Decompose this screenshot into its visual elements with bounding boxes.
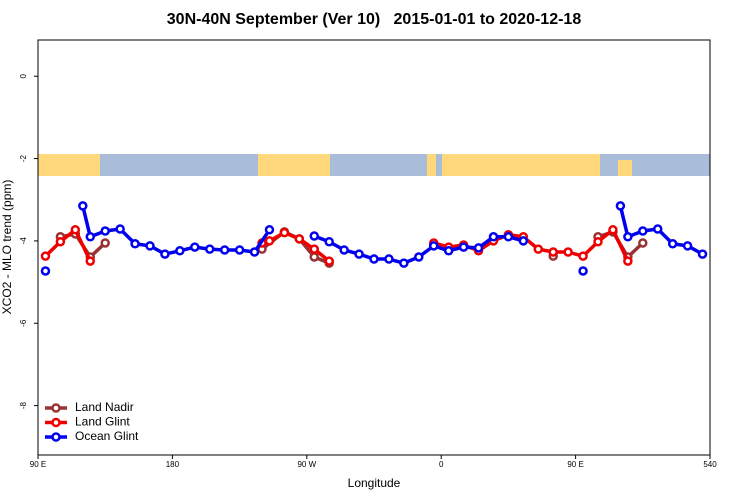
data-point xyxy=(384,254,394,264)
land xyxy=(258,154,330,176)
land xyxy=(442,154,600,176)
x-tick-label: 540 xyxy=(703,460,717,469)
data-point xyxy=(563,247,573,257)
data-point xyxy=(309,231,320,241)
legend-label: Land Nadir xyxy=(75,400,134,414)
data-point xyxy=(294,234,305,244)
ocean xyxy=(38,154,710,176)
data-point xyxy=(249,247,260,257)
y-axis-label: XCO2 - MLO trend (ppm) xyxy=(0,180,14,315)
land xyxy=(618,160,632,176)
data-point xyxy=(145,241,155,251)
data-point xyxy=(503,232,514,242)
data-point xyxy=(593,236,603,247)
data-point xyxy=(264,225,275,235)
x-tick-label: 90 E xyxy=(567,460,583,469)
data-point xyxy=(638,238,648,248)
land xyxy=(427,154,436,176)
data-point xyxy=(190,242,200,252)
data-point xyxy=(428,241,439,251)
plot-frame xyxy=(37,39,711,456)
data-point xyxy=(309,252,320,262)
y-tick-label: -2 xyxy=(19,154,28,162)
data-point xyxy=(414,252,424,262)
data-point xyxy=(488,232,499,242)
data-point xyxy=(115,224,125,234)
y-tick-label: 0 xyxy=(19,73,28,78)
data-point xyxy=(623,232,633,242)
x-tick-label: 90 E xyxy=(30,460,46,469)
data-point xyxy=(682,241,693,251)
data-point xyxy=(667,239,678,249)
data-point xyxy=(130,239,140,249)
data-point xyxy=(399,258,409,268)
y-tick-label: -4 xyxy=(19,237,28,245)
data-point xyxy=(443,246,454,256)
legend-label: Ocean Glint xyxy=(75,429,139,443)
data-point xyxy=(309,244,320,254)
data-point xyxy=(78,201,88,211)
x-tick-label: 0 xyxy=(439,460,444,469)
data-point xyxy=(578,251,588,261)
legend-marker xyxy=(51,403,61,413)
data-point xyxy=(160,249,170,259)
data-point xyxy=(264,236,275,246)
y-tick-label: -8 xyxy=(19,401,28,409)
chart-title: 30N-40N September (Ver 10) 2015-01-01 to… xyxy=(167,11,582,28)
data-point xyxy=(518,236,529,246)
data-point xyxy=(339,245,349,255)
data-point xyxy=(100,238,110,248)
data-point xyxy=(615,201,626,211)
data-point xyxy=(608,225,618,235)
data-point xyxy=(324,256,334,266)
y-tick-label: -6 xyxy=(19,319,28,327)
data-point xyxy=(279,227,290,238)
x-tick-label: 90 W xyxy=(297,460,316,469)
legend-marker xyxy=(51,432,61,442)
data-point xyxy=(623,256,633,266)
map-strip xyxy=(38,154,710,176)
x-axis-label: Longitude xyxy=(348,476,401,490)
x-tick-label: 180 xyxy=(166,460,180,469)
data-point xyxy=(578,266,588,276)
data-point xyxy=(533,244,544,254)
data-point xyxy=(204,244,215,254)
data-point xyxy=(85,256,96,266)
data-point xyxy=(55,236,66,247)
data-point xyxy=(100,226,110,236)
data-point xyxy=(369,254,379,264)
data-point xyxy=(219,245,230,255)
data-point xyxy=(175,246,185,256)
data-point xyxy=(652,224,663,234)
data-point xyxy=(234,245,245,255)
data-point xyxy=(324,236,334,247)
data-point xyxy=(70,225,81,235)
legend-label: Land Glint xyxy=(75,415,130,429)
legend-marker xyxy=(51,417,61,428)
data-point xyxy=(697,249,708,259)
data-point xyxy=(458,242,469,252)
data-point xyxy=(85,232,96,242)
data-point xyxy=(40,251,51,261)
land xyxy=(38,154,100,176)
data-point xyxy=(354,249,364,259)
data-point xyxy=(40,266,51,276)
data-point xyxy=(473,243,484,253)
data-point xyxy=(638,226,648,236)
data-point xyxy=(548,247,558,257)
